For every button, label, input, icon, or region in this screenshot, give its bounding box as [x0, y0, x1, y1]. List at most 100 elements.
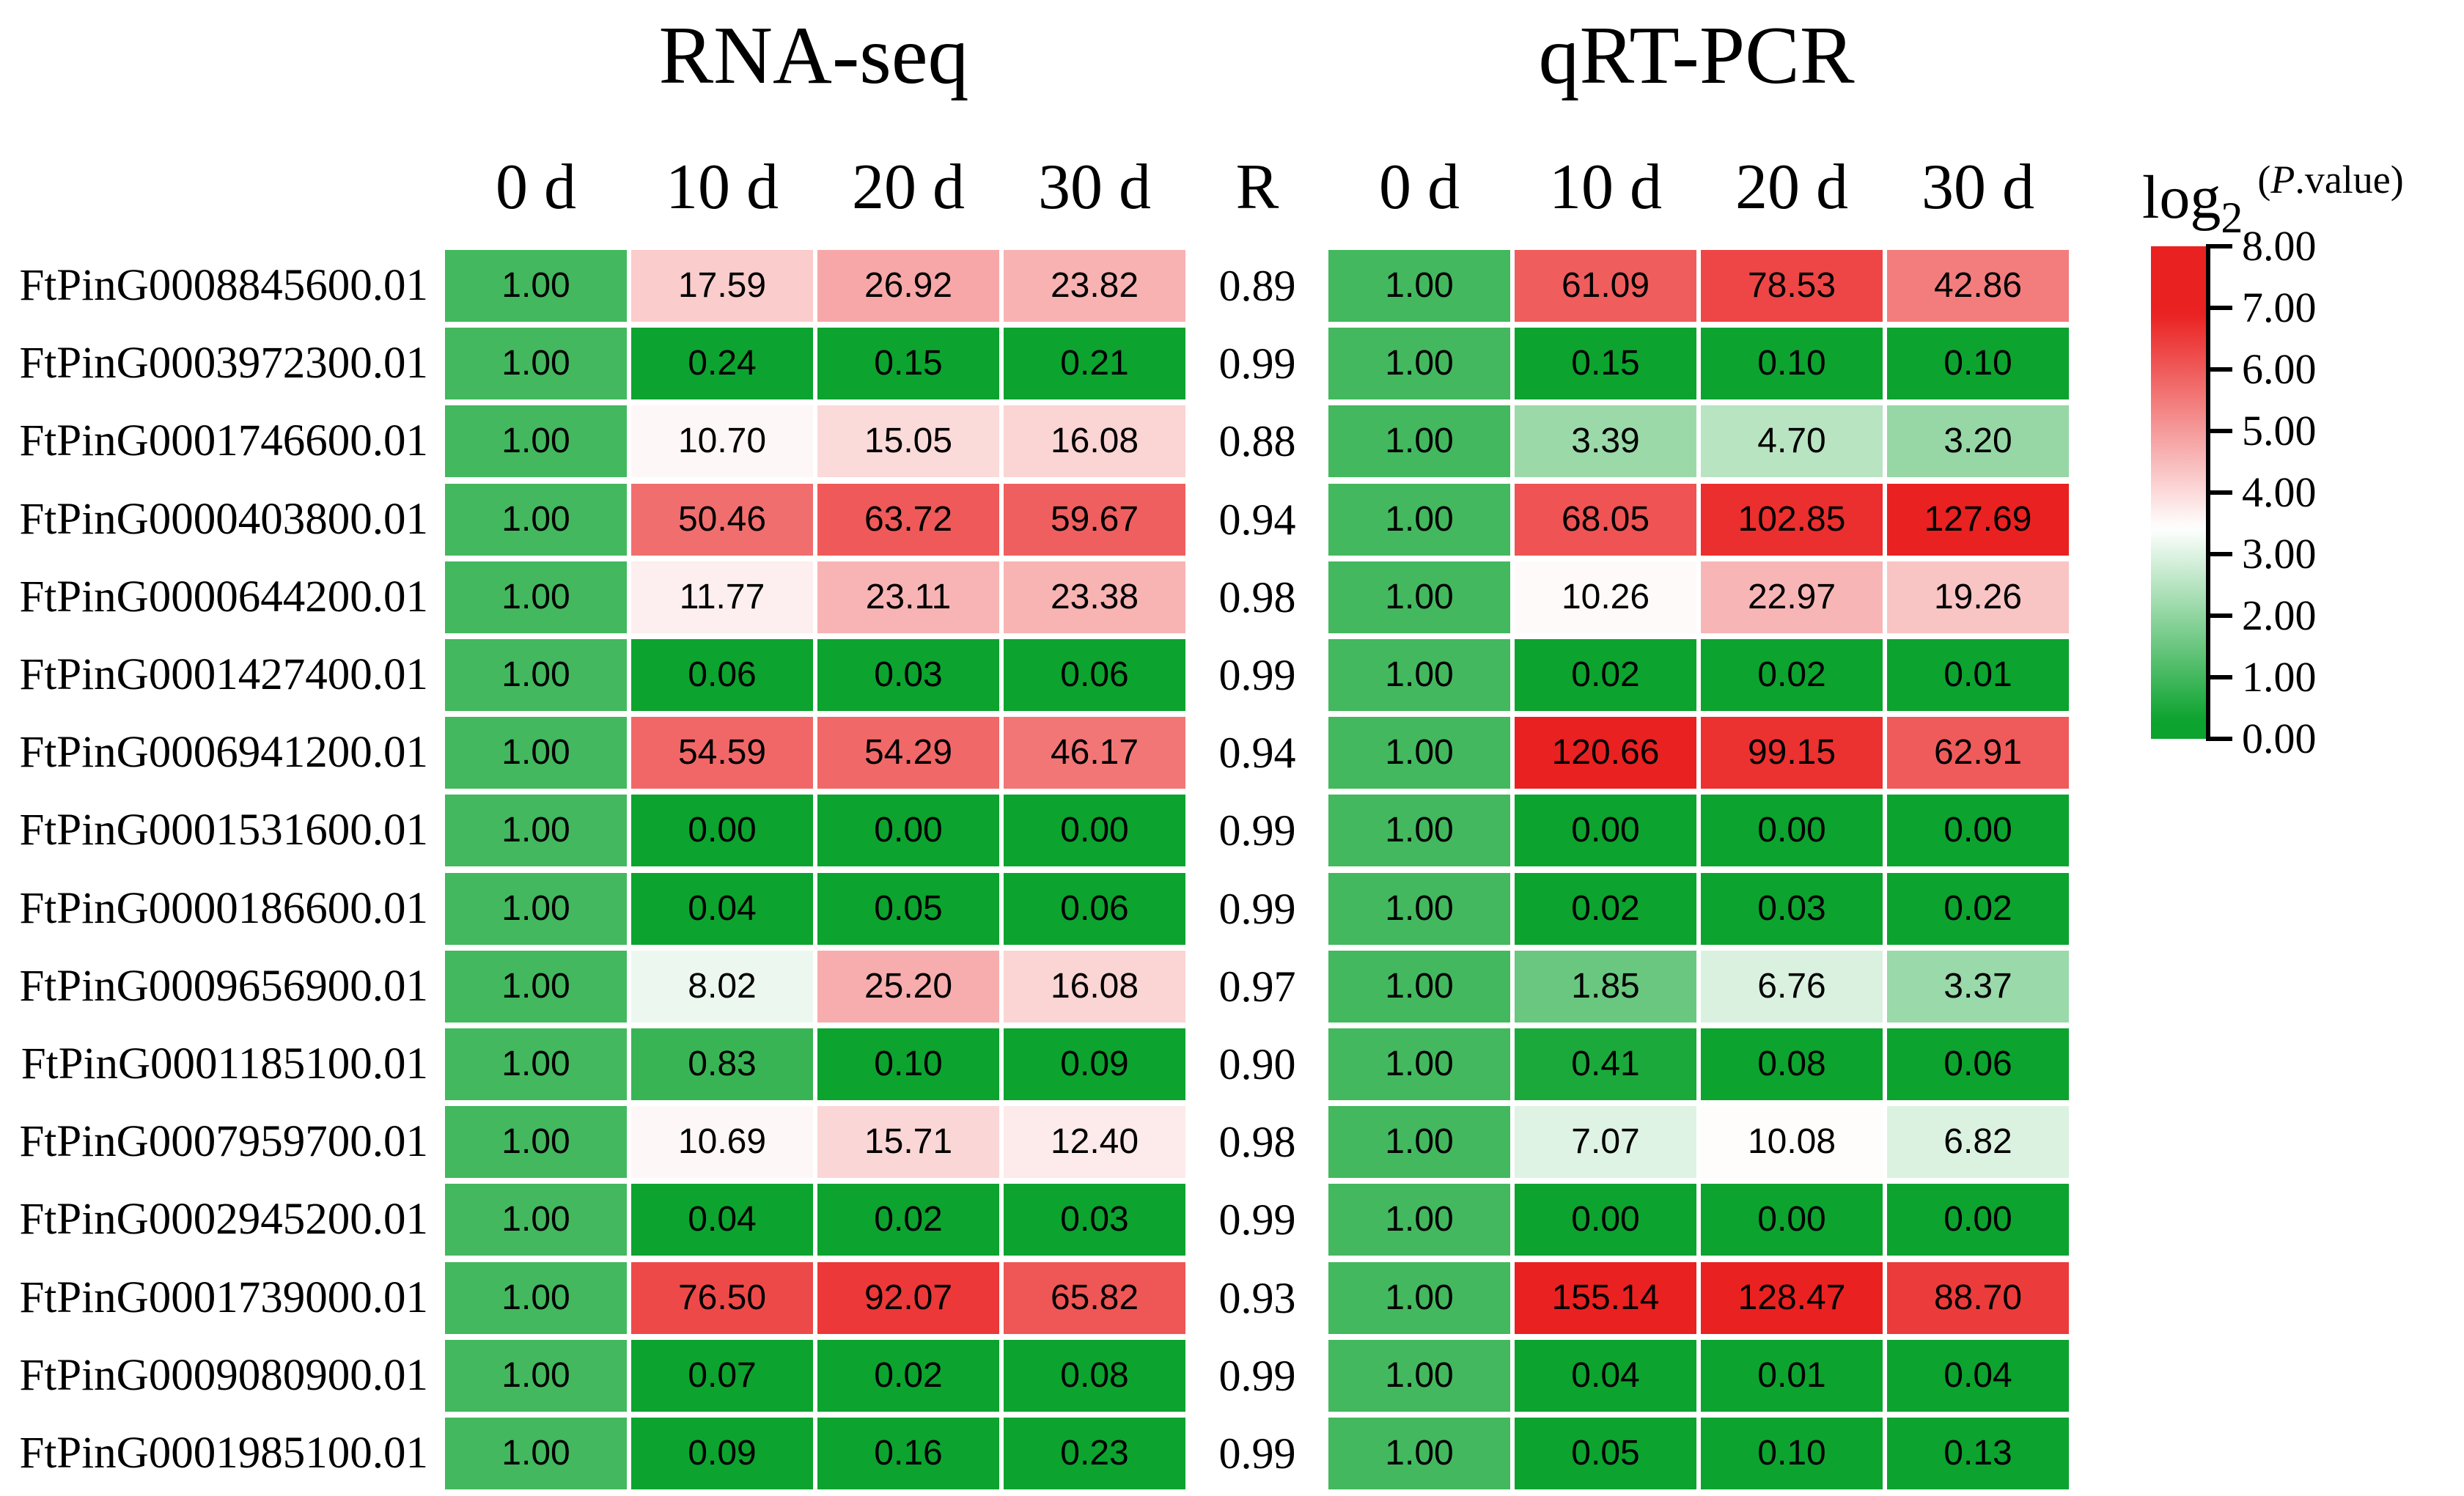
correlation-value: 0.99 — [1218, 1429, 1296, 1478]
qrtpcr-cell: 1.00 — [1328, 328, 1510, 399]
rnaseq-cell: 25.20 — [817, 951, 999, 1022]
gene-label: FtPinG0006941200.01 — [19, 728, 428, 777]
rnaseq-cell: 8.02 — [631, 951, 813, 1022]
gene-label: FtPinG0001985100.01 — [19, 1429, 428, 1478]
rnaseq-cell: 0.06 — [1004, 873, 1185, 945]
rnaseq-cell: 1.00 — [445, 250, 627, 322]
legend-tick-mark — [2209, 306, 2232, 310]
rnaseq-cell: 0.06 — [631, 639, 813, 711]
rnaseq-cell: 0.23 — [1004, 1418, 1185, 1489]
rnaseq-cell: 1.00 — [445, 1106, 627, 1178]
qrtpcr-cell: 1.00 — [1328, 795, 1510, 866]
rnaseq-cell: 0.05 — [817, 873, 999, 945]
qrtpcr-cell: 0.01 — [1701, 1340, 1883, 1412]
panel-title-rnaseq: RNA-seq — [658, 10, 969, 101]
qrtpcr-cell: 1.00 — [1328, 639, 1510, 711]
qrtpcr-cell: 61.09 — [1515, 250, 1696, 322]
legend-tick-mark — [2209, 490, 2232, 495]
rnaseq-cell: 26.92 — [817, 250, 999, 322]
gene-label: FtPinG0000186600.01 — [19, 884, 428, 933]
correlation-value: 0.88 — [1218, 417, 1296, 465]
qrtpcr-cell: 1.00 — [1328, 484, 1510, 556]
rnaseq-cell: 76.50 — [631, 1262, 813, 1334]
qrtpcr-cell: 0.13 — [1887, 1418, 2069, 1489]
rnaseq-cell: 0.07 — [631, 1340, 813, 1412]
gene-label: FtPinG0009656900.01 — [19, 962, 428, 1011]
qrtpcr-cell: 7.07 — [1515, 1106, 1696, 1178]
rnaseq-cell: 17.59 — [631, 250, 813, 322]
qrtpcr-cell: 3.39 — [1515, 405, 1696, 477]
correlation-value: 0.98 — [1218, 573, 1296, 622]
qrtpcr-cell: 1.00 — [1328, 1340, 1510, 1412]
qrtpcr-cell: 99.15 — [1701, 717, 1883, 789]
rnaseq-cell: 0.03 — [1004, 1184, 1185, 1256]
legend-tick-mark — [2209, 244, 2232, 248]
qrtpcr-cell: 1.00 — [1328, 1184, 1510, 1256]
qrtpcr-cell: 0.00 — [1515, 795, 1696, 866]
legend-title-log-subscript: 2 — [2221, 194, 2243, 242]
qrtpcr-cell: 0.10 — [1701, 1418, 1883, 1489]
correlation-value: 0.93 — [1218, 1274, 1296, 1322]
legend-tick-label: 1.00 — [2242, 653, 2317, 701]
column-header-qrtpcr-20d: 20 d — [1735, 152, 1848, 223]
gene-label: FtPinG0001739000.01 — [19, 1273, 428, 1322]
qrtpcr-cell: 1.00 — [1328, 250, 1510, 322]
rnaseq-cell: 1.00 — [445, 328, 627, 399]
rnaseq-cell: 11.77 — [631, 561, 813, 633]
qrtpcr-cell: 0.00 — [1515, 1184, 1696, 1256]
correlation-value: 0.99 — [1218, 806, 1296, 855]
rnaseq-cell: 92.07 — [817, 1262, 999, 1334]
rnaseq-cell: 0.00 — [1004, 795, 1185, 866]
rnaseq-cell: 0.09 — [1004, 1028, 1185, 1100]
correlation-value: 0.94 — [1218, 729, 1296, 777]
qrtpcr-cell: 0.00 — [1701, 795, 1883, 866]
gene-label: FtPinG0009080900.01 — [19, 1351, 428, 1400]
correlation-value: 0.97 — [1218, 962, 1296, 1011]
rnaseq-cell: 63.72 — [817, 484, 999, 556]
rnaseq-cell: 0.03 — [817, 639, 999, 711]
rnaseq-cell: 54.59 — [631, 717, 813, 789]
legend-title: log2 (P.value) — [2142, 160, 2404, 240]
rnaseq-cell: 1.00 — [445, 1028, 627, 1100]
qrtpcr-cell: 0.02 — [1701, 639, 1883, 711]
correlation-value: 0.99 — [1218, 339, 1296, 388]
correlation-value: 0.94 — [1218, 495, 1296, 544]
column-header-rnaseq-30d: 30 d — [1038, 152, 1151, 223]
qrtpcr-cell: 6.82 — [1887, 1106, 2069, 1178]
column-header-qrtpcr-0d: 0 d — [1379, 152, 1460, 223]
qrtpcr-cell: 1.00 — [1328, 1106, 1510, 1178]
rnaseq-cell: 15.71 — [817, 1106, 999, 1178]
rnaseq-cell: 1.00 — [445, 717, 627, 789]
qrtpcr-cell: 19.26 — [1887, 561, 2069, 633]
qrtpcr-cell: 1.00 — [1328, 1418, 1510, 1489]
rnaseq-cell: 54.29 — [817, 717, 999, 789]
qrtpcr-cell: 0.00 — [1887, 795, 2069, 866]
qrtpcr-cell: 0.02 — [1515, 873, 1696, 945]
qrtpcr-cell: 3.37 — [1887, 951, 2069, 1022]
legend-tick-label: 3.00 — [2242, 530, 2317, 578]
qrtpcr-cell: 120.66 — [1515, 717, 1696, 789]
qrtpcr-cell: 0.10 — [1701, 328, 1883, 399]
qrtpcr-cell: 68.05 — [1515, 484, 1696, 556]
qrtpcr-cell: 88.70 — [1887, 1262, 2069, 1334]
column-header-qrtpcr-30d: 30 d — [1921, 152, 2034, 223]
legend-tick-label: 0.00 — [2242, 715, 2317, 762]
legend-tick-label: 8.00 — [2242, 222, 2317, 270]
qrtpcr-cell: 128.47 — [1701, 1262, 1883, 1334]
gene-label: FtPinG0001531600.01 — [19, 806, 428, 855]
qrtpcr-cell: 3.20 — [1887, 405, 2069, 477]
qrtpcr-cell: 78.53 — [1701, 250, 1883, 322]
qrtpcr-cell: 0.01 — [1887, 639, 2069, 711]
correlation-value: 0.90 — [1218, 1040, 1296, 1088]
qrtpcr-cell: 0.04 — [1515, 1340, 1696, 1412]
rnaseq-cell: 1.00 — [445, 1262, 627, 1334]
qrtpcr-cell: 0.02 — [1887, 873, 2069, 945]
legend-tick-label: 6.00 — [2242, 345, 2317, 393]
qrtpcr-cell: 0.00 — [1887, 1184, 2069, 1256]
qrtpcr-cell: 0.04 — [1887, 1340, 2069, 1412]
qrtpcr-cell: 0.06 — [1887, 1028, 2069, 1100]
rnaseq-cell: 65.82 — [1004, 1262, 1185, 1334]
rnaseq-cell: 16.08 — [1004, 405, 1185, 477]
rnaseq-cell: 0.10 — [817, 1028, 999, 1100]
qrtpcr-cell: 1.00 — [1328, 1028, 1510, 1100]
